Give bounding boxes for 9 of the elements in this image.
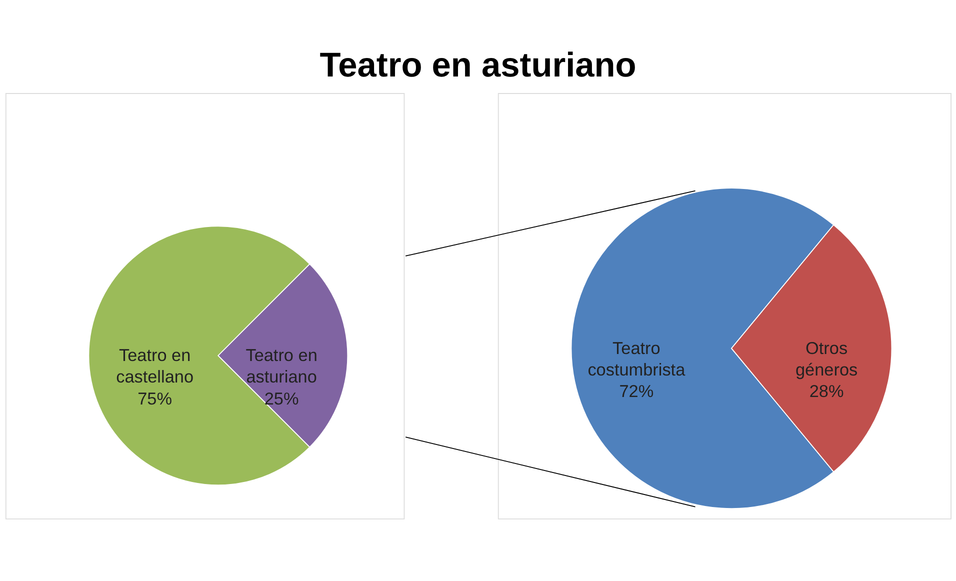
data-label: 28%: [809, 381, 844, 402]
slice-label: Teatro costumbrista: [588, 338, 686, 380]
slice-label: Teatro en castellano: [116, 345, 194, 387]
text: Teatro en asturiano: [320, 46, 636, 84]
data-label: 72%: [619, 381, 654, 402]
slice-label: Teatro en asturiano: [246, 345, 318, 387]
data-label: 25%: [264, 388, 299, 408]
slice-label: Otros géneros: [795, 338, 858, 380]
data-label: 75%: [138, 388, 172, 408]
